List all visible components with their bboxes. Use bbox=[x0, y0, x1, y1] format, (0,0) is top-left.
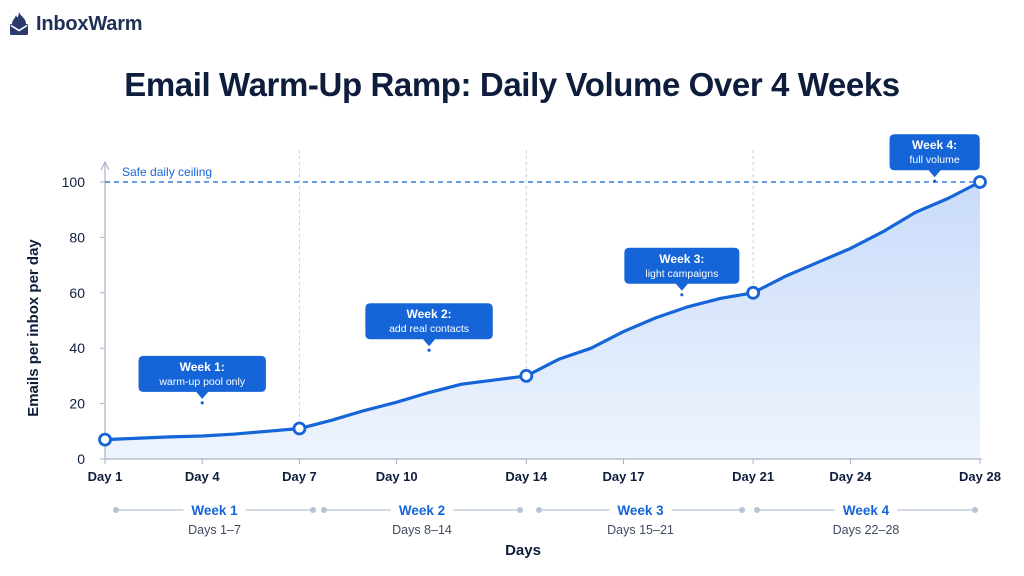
week-label: Week 1 bbox=[191, 503, 238, 518]
series-area-fill bbox=[105, 182, 980, 459]
week-label: Week 2 bbox=[399, 503, 445, 518]
annotation-anchor-dot bbox=[427, 348, 431, 352]
chart-title: Email Warm-Up Ramp: Daily Volume Over 4 … bbox=[124, 66, 900, 103]
annotation-text: full volume bbox=[910, 154, 960, 166]
x-tick-label: Day 10 bbox=[376, 469, 418, 484]
week-range-4: Week 4 Days 22–28 bbox=[754, 501, 978, 537]
data-point-day-7 bbox=[292, 421, 307, 436]
week-range-start-dot bbox=[113, 507, 119, 513]
y-tick-label: 20 bbox=[69, 396, 85, 412]
y-axis-arrow bbox=[100, 160, 110, 171]
x-tick-label: Day 17 bbox=[603, 469, 645, 484]
week-days-range: Days 22–28 bbox=[833, 523, 900, 537]
annotation-anchor-dot bbox=[680, 293, 684, 297]
x-tick-label: Day 24 bbox=[829, 469, 872, 484]
week-label-bg bbox=[835, 501, 897, 519]
annotation-anchor-dot bbox=[200, 401, 204, 405]
week-days-range: Days 1–7 bbox=[188, 523, 241, 537]
week-range-1: Week 1 Days 1–7 bbox=[113, 501, 316, 537]
y-tick-label: 80 bbox=[69, 229, 85, 245]
data-point-day-1 bbox=[98, 432, 112, 447]
y-tick-label: 100 bbox=[62, 174, 86, 190]
data-point-day-14 bbox=[519, 368, 534, 383]
annotation-bubble bbox=[365, 303, 493, 347]
week-range-2: Week 2 Days 8–14 bbox=[321, 501, 523, 537]
week-label-bg bbox=[391, 501, 453, 519]
week-label: Week 3 bbox=[617, 503, 664, 518]
annotation-bubble bbox=[138, 355, 266, 399]
annotation-week-2: Week 2: add real contacts bbox=[365, 303, 493, 352]
x-tick-label: Day 28 bbox=[959, 469, 1001, 484]
week-days-range: Days 8–14 bbox=[392, 523, 452, 537]
brand-name: InboxWarm bbox=[36, 12, 143, 35]
y-tick-label: 40 bbox=[69, 340, 85, 356]
week-days-range: Days 15–21 bbox=[607, 523, 674, 537]
annotation-text: warm-up pool only bbox=[158, 376, 246, 388]
week-range-end-dot bbox=[310, 507, 316, 513]
annotation-title: Week 3: bbox=[659, 252, 704, 266]
week-range-start-dot bbox=[536, 507, 542, 513]
y-tick-label: 60 bbox=[69, 285, 85, 301]
week-label-bg bbox=[183, 501, 246, 519]
week-range-end-dot bbox=[739, 507, 745, 513]
week-label: Week 4 bbox=[843, 503, 890, 518]
week-range-end-dot bbox=[517, 507, 523, 513]
week-range-3: Week 3 Days 15–21 bbox=[536, 501, 745, 537]
week-range-start-dot bbox=[321, 507, 327, 513]
annotation-title: Week 4: bbox=[912, 138, 957, 152]
annotation-text: light campaigns bbox=[645, 268, 718, 280]
y-tick-label: 0 bbox=[77, 451, 85, 467]
x-axis-label: Days bbox=[505, 542, 541, 559]
y-axis-label: Emails per inbox per day bbox=[25, 239, 42, 417]
data-point-day-21 bbox=[746, 285, 761, 300]
week-label-bg bbox=[609, 501, 672, 519]
annotation-bubble bbox=[624, 247, 740, 291]
data-point-day-28 bbox=[973, 175, 987, 189]
brand-logo: InboxWarm bbox=[6, 8, 143, 40]
series-line bbox=[103, 180, 982, 442]
annotation-bubble bbox=[889, 134, 980, 178]
x-tick-label: Day 4 bbox=[185, 469, 220, 484]
x-tick-label: Day 14 bbox=[505, 469, 548, 484]
week-range-end-dot bbox=[972, 507, 978, 513]
annotation-week-3: Week 3: light campaigns bbox=[624, 247, 740, 297]
x-tick-label: Day 7 bbox=[282, 469, 317, 484]
flame-mail-icon bbox=[10, 12, 28, 35]
annotation-week-4: Week 4: full volume bbox=[889, 134, 980, 183]
annotation-title: Week 1: bbox=[180, 360, 225, 374]
annotation-title: Week 2: bbox=[407, 307, 452, 321]
annotation-anchor-dot bbox=[933, 179, 937, 183]
x-tick-label: Day 1 bbox=[88, 469, 123, 484]
safe-ceiling-label: Safe daily ceiling bbox=[122, 165, 212, 179]
week-range-start-dot bbox=[754, 507, 760, 513]
x-tick-label: Day 21 bbox=[732, 469, 774, 484]
annotation-week-1: Week 1: warm-up pool only bbox=[138, 355, 266, 405]
annotation-text: add real contacts bbox=[389, 323, 469, 335]
